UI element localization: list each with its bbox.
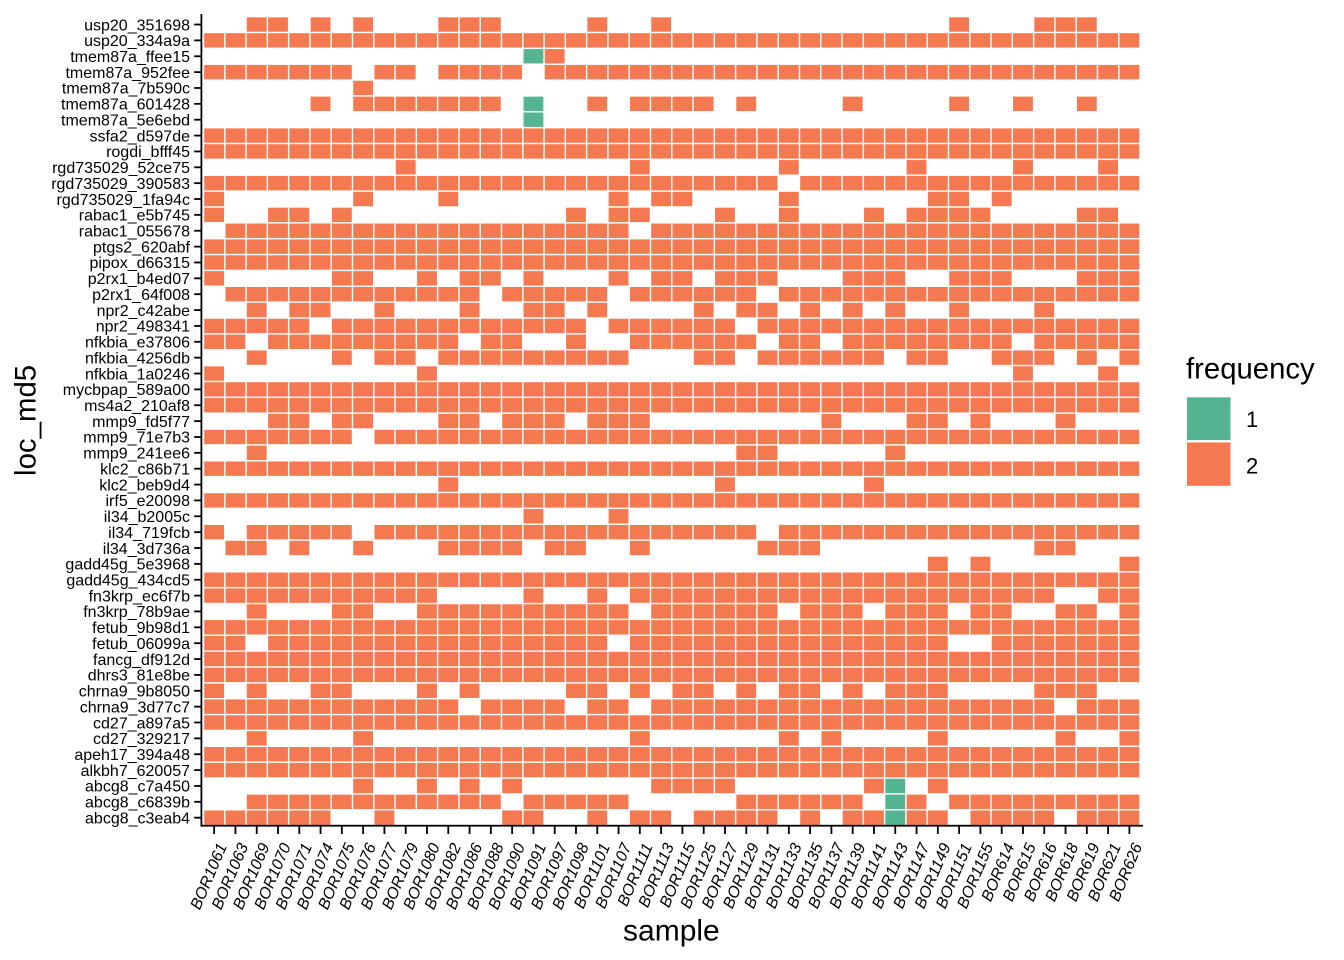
svg-text:dhrs3_81e8be: dhrs3_81e8be bbox=[88, 668, 190, 685]
svg-text:gadd45g_434cd5: gadd45g_434cd5 bbox=[66, 573, 190, 590]
svg-text:il34_b2005c: il34_b2005c bbox=[104, 509, 190, 526]
svg-text:rgd735029_52ce75: rgd735029_52ce75 bbox=[52, 160, 190, 177]
svg-text:tmem87a_952fee: tmem87a_952fee bbox=[65, 65, 190, 82]
svg-text:nfkbia_1a0246: nfkbia_1a0246 bbox=[85, 366, 190, 383]
svg-text:mmp9_71e7b3: mmp9_71e7b3 bbox=[83, 430, 190, 447]
svg-text:abcg8_c3eab4: abcg8_c3eab4 bbox=[85, 810, 190, 827]
svg-text:abcg8_c7a450: abcg8_c7a450 bbox=[85, 779, 190, 796]
svg-text:loc_md5: loc_md5 bbox=[10, 365, 43, 476]
svg-text:cd27_329217: cd27_329217 bbox=[93, 731, 190, 748]
svg-text:chrna9_3d77c7: chrna9_3d77c7 bbox=[80, 699, 190, 716]
svg-text:2: 2 bbox=[1246, 453, 1258, 478]
svg-text:tmem87a_ffee15: tmem87a_ffee15 bbox=[70, 49, 190, 66]
svg-text:npr2_498341: npr2_498341 bbox=[96, 319, 190, 336]
svg-text:fancg_df912d: fancg_df912d bbox=[93, 652, 190, 669]
svg-text:gadd45g_5e3968: gadd45g_5e3968 bbox=[65, 557, 190, 574]
svg-text:rgd735029_1fa94c: rgd735029_1fa94c bbox=[57, 192, 190, 209]
svg-text:mmp9_241ee6: mmp9_241ee6 bbox=[83, 446, 190, 463]
svg-text:rgd735029_390583: rgd735029_390583 bbox=[51, 176, 190, 193]
svg-text:apeh17_394a48: apeh17_394a48 bbox=[74, 747, 190, 764]
svg-text:usp20_334a9a: usp20_334a9a bbox=[84, 33, 190, 50]
svg-text:tmem87a_601428: tmem87a_601428 bbox=[61, 97, 190, 114]
svg-text:fn3krp_ec6f7b: fn3krp_ec6f7b bbox=[89, 588, 191, 605]
svg-text:1: 1 bbox=[1246, 407, 1258, 432]
svg-text:mmp9_fd5f77: mmp9_fd5f77 bbox=[92, 414, 190, 431]
svg-text:rabac1_e5b745: rabac1_e5b745 bbox=[79, 208, 190, 225]
svg-text:sample: sample bbox=[623, 915, 720, 948]
svg-text:fn3krp_78b9ae: fn3krp_78b9ae bbox=[83, 604, 190, 621]
svg-text:il34_719fcb: il34_719fcb bbox=[108, 525, 190, 542]
svg-text:mycbpap_589a00: mycbpap_589a00 bbox=[63, 382, 190, 399]
svg-text:tmem87a_7b590c: tmem87a_7b590c bbox=[62, 81, 190, 98]
svg-text:p2rx1_64f008: p2rx1_64f008 bbox=[92, 287, 190, 304]
svg-text:npr2_c42abe: npr2_c42abe bbox=[97, 303, 191, 320]
svg-text:rogdi_bfff45: rogdi_bfff45 bbox=[106, 144, 190, 161]
svg-text:ssfa2_d597de: ssfa2_d597de bbox=[89, 128, 190, 145]
svg-text:il34_3d736a: il34_3d736a bbox=[103, 541, 190, 558]
svg-text:klc2_beb9d4: klc2_beb9d4 bbox=[99, 477, 190, 494]
svg-text:rabac1_055678: rabac1_055678 bbox=[79, 224, 190, 241]
svg-text:nfkbia_e37806: nfkbia_e37806 bbox=[85, 335, 190, 352]
svg-text:frequency: frequency bbox=[1186, 352, 1315, 385]
svg-text:klc2_c86b71: klc2_c86b71 bbox=[100, 461, 190, 478]
svg-text:tmem87a_5e6ebd: tmem87a_5e6ebd bbox=[61, 112, 190, 129]
svg-text:abcg8_c6839b: abcg8_c6839b bbox=[85, 795, 190, 812]
svg-text:usp20_351698: usp20_351698 bbox=[84, 17, 190, 34]
svg-text:ptgs2_620abf: ptgs2_620abf bbox=[93, 239, 191, 256]
svg-text:alkbh7_620057: alkbh7_620057 bbox=[81, 763, 191, 780]
svg-text:irf5_e20098: irf5_e20098 bbox=[105, 493, 190, 510]
svg-text:cd27_a897a5: cd27_a897a5 bbox=[93, 715, 190, 732]
svg-text:p2rx1_b4ed07: p2rx1_b4ed07 bbox=[88, 271, 190, 288]
svg-text:fetub_06099a: fetub_06099a bbox=[92, 636, 190, 653]
svg-text:ms4a2_210af8: ms4a2_210af8 bbox=[84, 398, 190, 415]
svg-text:fetub_9b98d1: fetub_9b98d1 bbox=[92, 620, 190, 637]
svg-text:pipox_d66315: pipox_d66315 bbox=[89, 255, 190, 272]
svg-text:nfkbia_4256db: nfkbia_4256db bbox=[85, 350, 190, 367]
svg-text:chrna9_9b8050: chrna9_9b8050 bbox=[79, 684, 190, 701]
